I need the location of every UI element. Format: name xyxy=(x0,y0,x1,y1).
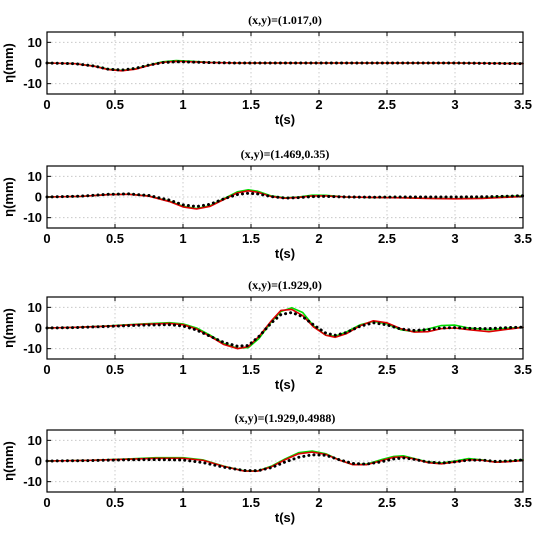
y-tick-label: -10 xyxy=(23,210,42,225)
x-tick-label: 2.5 xyxy=(378,231,396,246)
y-tick-label: 10 xyxy=(28,300,42,315)
x-axis-label: t(s) xyxy=(275,510,295,525)
x-tick-label: 1.5 xyxy=(242,97,260,112)
x-tick-label: 0 xyxy=(43,495,50,510)
y-tick-label: 10 xyxy=(28,433,42,448)
chart-panel-4: (x,y)=(1.929,0.4988)0 0.5 1 1.5 2 2.5 3 3.5100-… xyxy=(1,411,532,525)
x-tick-label: 0 xyxy=(43,97,50,112)
y-axis-label: η(mm) xyxy=(1,308,16,348)
y-tick-label: -10 xyxy=(23,341,42,356)
series-line-3 xyxy=(45,191,525,209)
x-tick-label: 1 xyxy=(179,97,186,112)
x-tick-label: 3 xyxy=(451,495,458,510)
x-tick-label: 1 xyxy=(179,495,186,510)
x-tick-label: 1.5 xyxy=(242,231,260,246)
x-tick-label: 0 xyxy=(43,231,50,246)
x-tick-label: 3.5 xyxy=(514,97,532,112)
x-tick-label: 0.5 xyxy=(106,495,124,510)
x-tick-label: 2.5 xyxy=(378,97,396,112)
y-tick-label: 0 xyxy=(35,190,42,205)
chart-panel-3: (x,y)=(1.929,0)0 0.5 1 1.5 2 2.5 3 3.5100-10t(s… xyxy=(1,278,532,392)
y-tick-label: -10 xyxy=(23,76,42,91)
x-axis-label: t(s) xyxy=(275,377,295,392)
x-axis-label: t(s) xyxy=(275,246,295,261)
y-tick-label: 0 xyxy=(35,56,42,71)
series-line-3 xyxy=(45,311,525,348)
x-tick-label: 2 xyxy=(315,362,322,377)
x-tick-label: 2 xyxy=(315,495,322,510)
chart-title: (x,y)=(1.929,0.4988) xyxy=(235,411,336,425)
series-line-3 xyxy=(45,453,525,473)
chart-title: (x,y)=(1.017,0) xyxy=(248,13,322,27)
x-tick-label: 3 xyxy=(451,231,458,246)
y-tick-label: 10 xyxy=(28,35,42,50)
x-tick-label: 0.5 xyxy=(106,362,124,377)
x-tick-label: 3.5 xyxy=(514,495,532,510)
series-line-2 xyxy=(46,308,524,350)
x-tick-label: 1 xyxy=(179,362,186,377)
x-tick-label: 2.5 xyxy=(378,495,396,510)
x-tick-label: 3 xyxy=(451,362,458,377)
x-tick-label: 2 xyxy=(315,231,322,246)
x-tick-label: 3.5 xyxy=(514,231,532,246)
y-axis-label: η(mm) xyxy=(1,177,16,217)
chart-panel-1: (x,y)=(1.017,0)0 0.5 1 1.5 2 2.5 3 3.5100-10t(s… xyxy=(1,13,532,127)
y-tick-label: -10 xyxy=(23,474,42,489)
x-tick-label: 1.5 xyxy=(242,495,260,510)
x-tick-label: 1.5 xyxy=(242,362,260,377)
x-tick-label: 0 xyxy=(43,362,50,377)
series-line-3 xyxy=(45,60,525,72)
x-axis-label: t(s) xyxy=(275,112,295,127)
x-tick-label: 1 xyxy=(179,231,186,246)
chart-title: (x,y)=(1.469,0.35) xyxy=(241,147,330,161)
x-tick-label: 0.5 xyxy=(106,231,124,246)
y-axis-label: η(mm) xyxy=(1,441,16,481)
y-tick-label: 0 xyxy=(35,454,42,469)
x-tick-label: 2 xyxy=(315,97,322,112)
x-tick-label: 3 xyxy=(451,97,458,112)
x-tick-label: 2.5 xyxy=(378,362,396,377)
x-tick-label: 0.5 xyxy=(106,97,124,112)
chart-panel-2: (x,y)=(1.469,0.35)0 0.5 1 1.5 2 2.5 3 3.5100-10… xyxy=(1,147,532,261)
y-axis-label: η(mm) xyxy=(1,43,16,83)
chart-title: (x,y)=(1.929,0) xyxy=(248,278,322,292)
x-tick-label: 3.5 xyxy=(514,362,532,377)
series-line-2 xyxy=(46,190,524,210)
y-tick-label: 10 xyxy=(28,169,42,184)
y-tick-label: 0 xyxy=(35,321,42,336)
series-line-1 xyxy=(46,306,524,350)
